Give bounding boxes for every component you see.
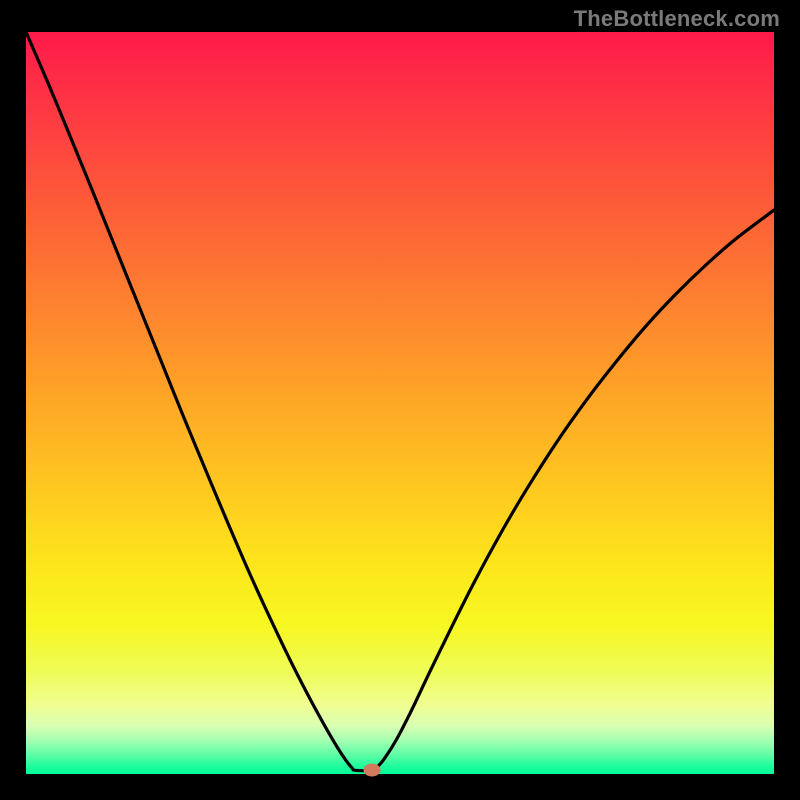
optimal-point-marker: [364, 763, 381, 776]
chart-frame: TheBottleneck.com: [0, 0, 800, 800]
gradient-background: [26, 32, 774, 774]
watermark-text: TheBottleneck.com: [574, 6, 780, 32]
plot-area: [26, 32, 774, 774]
